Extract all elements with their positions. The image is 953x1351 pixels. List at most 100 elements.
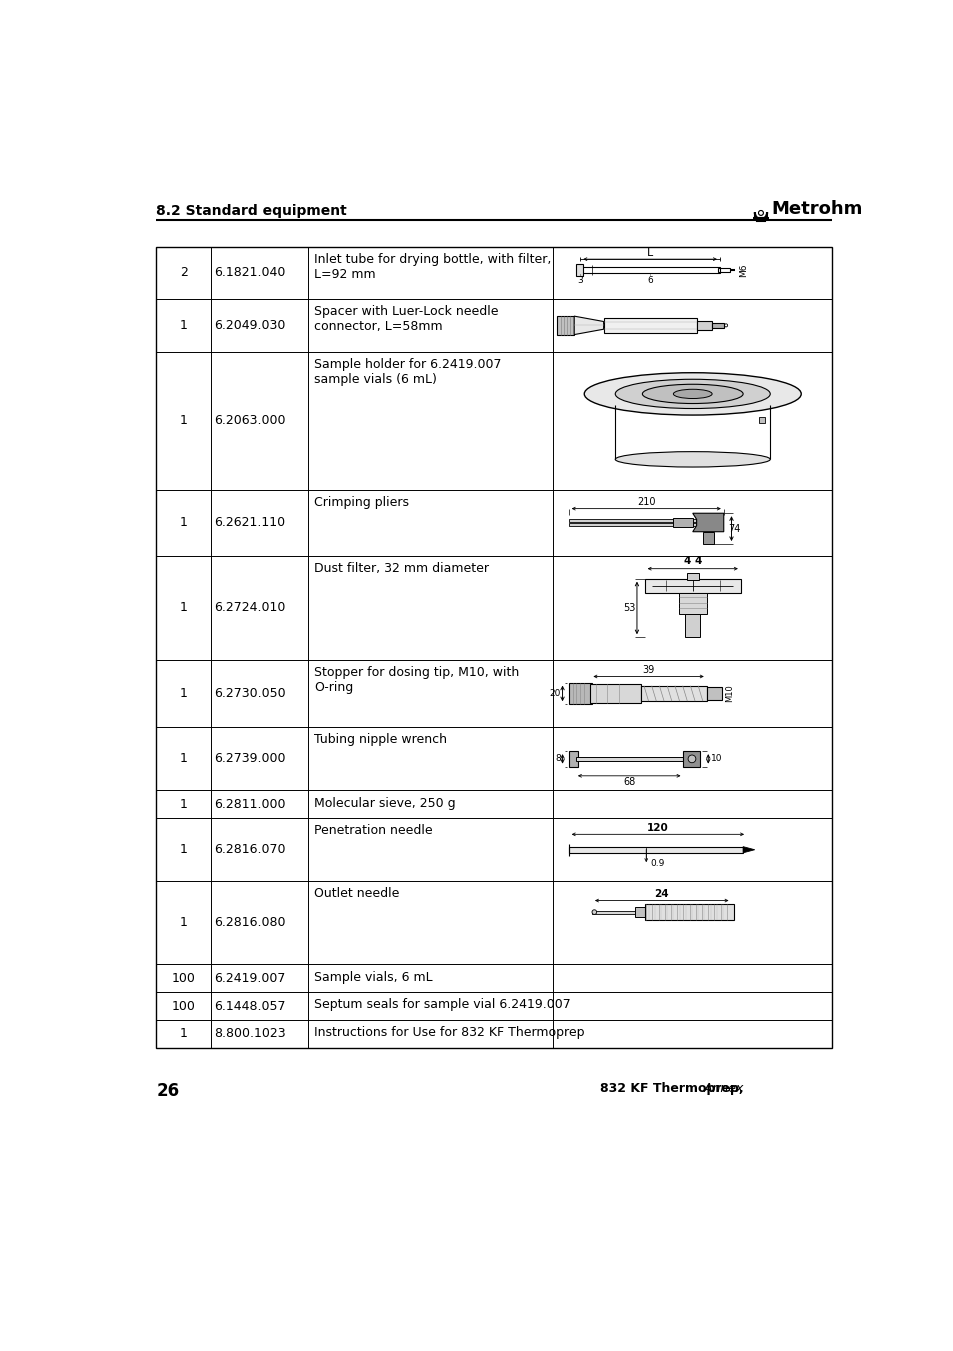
Bar	[579, 267, 720, 273]
Bar	[156, 247, 831, 1047]
Text: 53: 53	[622, 603, 635, 613]
Text: 6.2730.050: 6.2730.050	[214, 686, 286, 700]
Text: 24: 24	[654, 889, 668, 898]
Ellipse shape	[615, 451, 769, 467]
Bar	[590, 684, 640, 703]
Bar	[673, 517, 692, 527]
Bar	[592, 911, 638, 913]
Bar	[696, 320, 711, 330]
Bar	[686, 573, 699, 580]
Circle shape	[592, 909, 596, 915]
Bar	[706, 688, 721, 700]
Ellipse shape	[583, 373, 801, 415]
Bar	[557, 316, 574, 335]
Text: 8.2 Standard equipment: 8.2 Standard equipment	[156, 204, 347, 218]
Text: 6: 6	[646, 276, 652, 285]
Text: 0.9: 0.9	[649, 859, 664, 869]
Text: 68: 68	[622, 777, 635, 788]
Text: Inlet tube for drying bottle, with filter,
L=92 mm: Inlet tube for drying bottle, with filte…	[314, 253, 551, 281]
Bar	[679, 593, 706, 615]
Text: 6.1821.040: 6.1821.040	[214, 266, 286, 280]
Bar	[682, 751, 700, 766]
Text: Annex: Annex	[700, 1082, 743, 1096]
Text: 832 KF Thermoprep,: 832 KF Thermoprep,	[599, 1082, 742, 1096]
Ellipse shape	[673, 389, 711, 399]
Bar	[568, 682, 592, 704]
Bar	[702, 532, 713, 544]
Text: 1: 1	[179, 601, 188, 615]
Text: 6.2816.070: 6.2816.070	[214, 843, 286, 857]
Text: L: L	[646, 247, 653, 258]
Text: Spacer with Luer-Lock needle
connector, L=58mm: Spacer with Luer-Lock needle connector, …	[314, 305, 497, 334]
Bar	[644, 904, 733, 920]
Text: Sample holder for 6.2419.007
sample vials (6 mL): Sample holder for 6.2419.007 sample vial…	[314, 358, 500, 385]
Text: 6.2724.010: 6.2724.010	[214, 601, 286, 615]
Text: 210: 210	[637, 497, 655, 507]
Bar	[568, 519, 696, 521]
Text: 2: 2	[179, 266, 188, 280]
Text: 26: 26	[156, 1082, 179, 1100]
Bar	[568, 751, 578, 766]
Text: 6.1448.057: 6.1448.057	[214, 1000, 286, 1012]
Text: 1: 1	[179, 415, 188, 427]
Text: Penetration needle: Penetration needle	[314, 824, 432, 838]
Text: Molecular sieve, 250 g: Molecular sieve, 250 g	[314, 797, 455, 809]
Polygon shape	[742, 847, 754, 852]
Text: Outlet needle: Outlet needle	[314, 888, 398, 901]
Text: M10: M10	[724, 685, 734, 703]
Text: 6.2816.080: 6.2816.080	[214, 916, 286, 929]
Text: 20: 20	[549, 689, 560, 698]
Circle shape	[759, 212, 761, 213]
Bar	[603, 317, 696, 334]
Text: 1: 1	[179, 843, 188, 857]
Text: Tubing nipple wrench: Tubing nipple wrench	[314, 734, 446, 747]
Text: 8.800.1023: 8.800.1023	[214, 1027, 286, 1040]
Text: 1: 1	[179, 916, 188, 929]
Text: 39: 39	[641, 665, 654, 676]
Text: 120: 120	[646, 823, 668, 832]
Polygon shape	[692, 513, 723, 532]
Text: 6.2419.007: 6.2419.007	[214, 971, 286, 985]
Bar	[684, 615, 700, 638]
Bar	[568, 523, 696, 526]
Polygon shape	[574, 316, 603, 335]
Ellipse shape	[641, 384, 742, 404]
Text: 100: 100	[172, 1000, 195, 1012]
Text: 100: 100	[172, 971, 195, 985]
Text: Stopper for dosing tip, M10, with
O-ring: Stopper for dosing tip, M10, with O-ring	[314, 666, 518, 693]
Text: 1: 1	[179, 753, 188, 766]
Text: 6.2621.110: 6.2621.110	[214, 516, 285, 530]
Bar	[568, 847, 742, 852]
Bar	[644, 578, 740, 593]
Text: Instructions for Use for 832 KF Thermoprep: Instructions for Use for 832 KF Thermopr…	[314, 1025, 583, 1039]
Text: 8: 8	[555, 754, 560, 763]
Text: 1: 1	[179, 798, 188, 811]
Text: 3: 3	[577, 276, 582, 285]
Text: 6.2739.000: 6.2739.000	[214, 753, 286, 766]
Text: Crimping pliers: Crimping pliers	[314, 496, 408, 509]
Circle shape	[758, 211, 762, 215]
Text: Dust filter, 32 mm diameter: Dust filter, 32 mm diameter	[314, 562, 488, 574]
Bar	[711, 323, 723, 328]
Bar	[718, 267, 729, 273]
Text: 6.2811.000: 6.2811.000	[214, 798, 286, 811]
Bar	[640, 686, 706, 701]
Text: 4 4: 4 4	[683, 557, 701, 566]
Bar	[575, 263, 583, 276]
Text: 1: 1	[179, 516, 188, 530]
Text: 1: 1	[179, 319, 188, 332]
Bar	[634, 907, 646, 917]
Ellipse shape	[615, 380, 769, 408]
Bar	[757, 218, 764, 222]
Text: Sample vials, 6 mL: Sample vials, 6 mL	[314, 970, 432, 984]
Text: 1: 1	[179, 686, 188, 700]
Text: 6.2049.030: 6.2049.030	[214, 319, 286, 332]
Bar	[758, 417, 764, 423]
Text: M6: M6	[739, 263, 747, 277]
Text: 1: 1	[179, 1027, 188, 1040]
Text: 10: 10	[710, 754, 721, 763]
Text: 74: 74	[728, 524, 740, 534]
Text: 6.2063.000: 6.2063.000	[214, 415, 286, 427]
Text: Metrohm: Metrohm	[771, 200, 862, 218]
Bar	[576, 757, 684, 761]
